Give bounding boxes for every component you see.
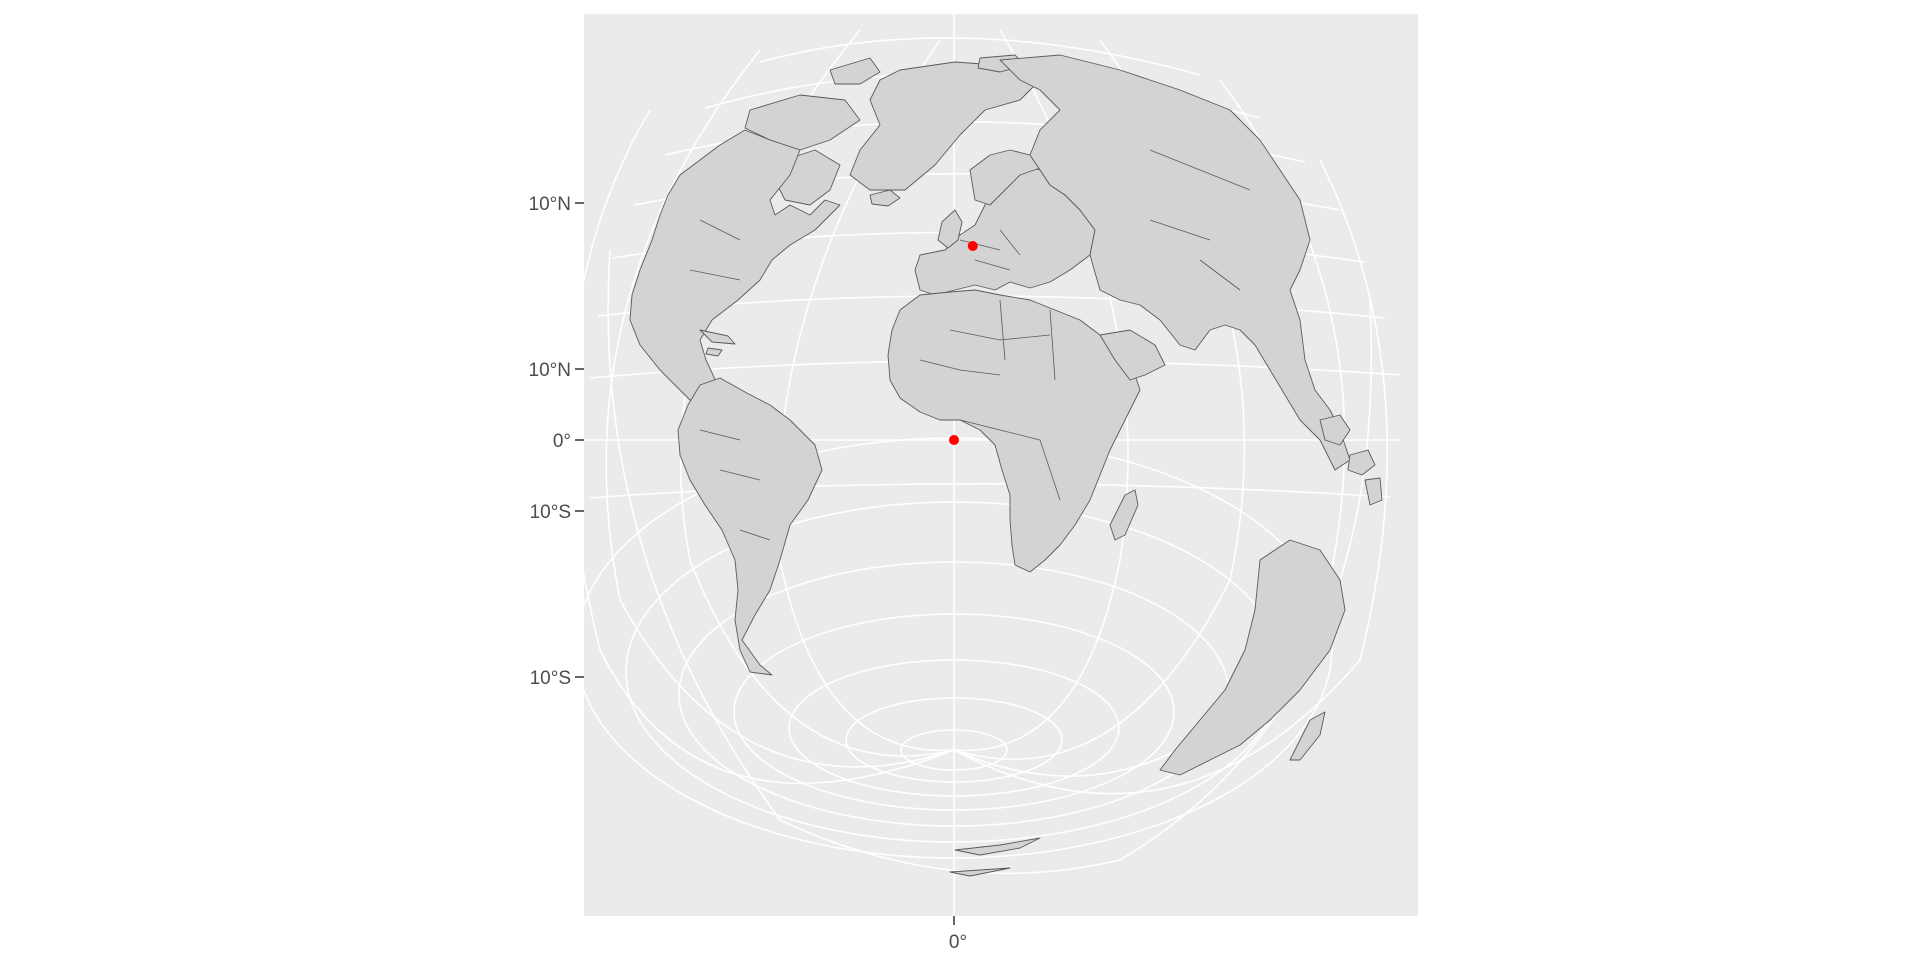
land-asia	[999, 54, 1351, 471]
y-axis-label: 0°	[553, 431, 571, 452]
land-caribbean	[705, 347, 723, 357]
land-southeast-asia-island	[1347, 449, 1376, 476]
y-axis-label: 10°N	[529, 194, 571, 215]
land-africa	[887, 289, 1141, 573]
country-borders	[689, 149, 1251, 541]
land-layer	[629, 54, 1383, 877]
land-arctic-islands	[744, 94, 861, 151]
graticule-parallel	[845, 697, 1063, 783]
land-iceland	[869, 189, 901, 207]
map-point-marker	[967, 241, 978, 251]
graticule-parallel	[759, 37, 1201, 76]
graticule-parallel	[788, 659, 1120, 797]
land-uk	[937, 209, 963, 249]
land-caribbean	[699, 329, 736, 345]
points-layer	[949, 241, 978, 445]
y-axis-label: 10°N	[529, 360, 571, 381]
land-southeast-asia-island	[1364, 477, 1383, 506]
x-axis: 0°	[949, 916, 967, 953]
y-axis: 10°N 10°N 0° 10°S 10°S	[529, 194, 584, 689]
land-southeast-asia-island	[1319, 414, 1351, 446]
land-scandinavia	[969, 149, 1041, 206]
land-arctic-island	[829, 57, 881, 85]
x-axis-label: 0°	[949, 932, 967, 953]
land-australia	[1159, 539, 1346, 776]
land-south-america	[677, 377, 823, 676]
land-arabia	[1099, 329, 1166, 381]
graticule-parallel	[733, 613, 1175, 811]
land-new-zealand	[1289, 711, 1326, 761]
land-antarctica	[954, 837, 1041, 856]
y-axis-label: 10°S	[530, 502, 571, 523]
graticule-meridian	[953, 159, 1389, 795]
map-point-marker	[949, 435, 959, 445]
y-axis-label: 10°S	[530, 668, 571, 689]
graticule-meridian	[568, 109, 955, 785]
graticule-parallel	[900, 729, 1008, 771]
land-madagascar	[1109, 489, 1139, 541]
land-antarctica	[949, 867, 1011, 877]
